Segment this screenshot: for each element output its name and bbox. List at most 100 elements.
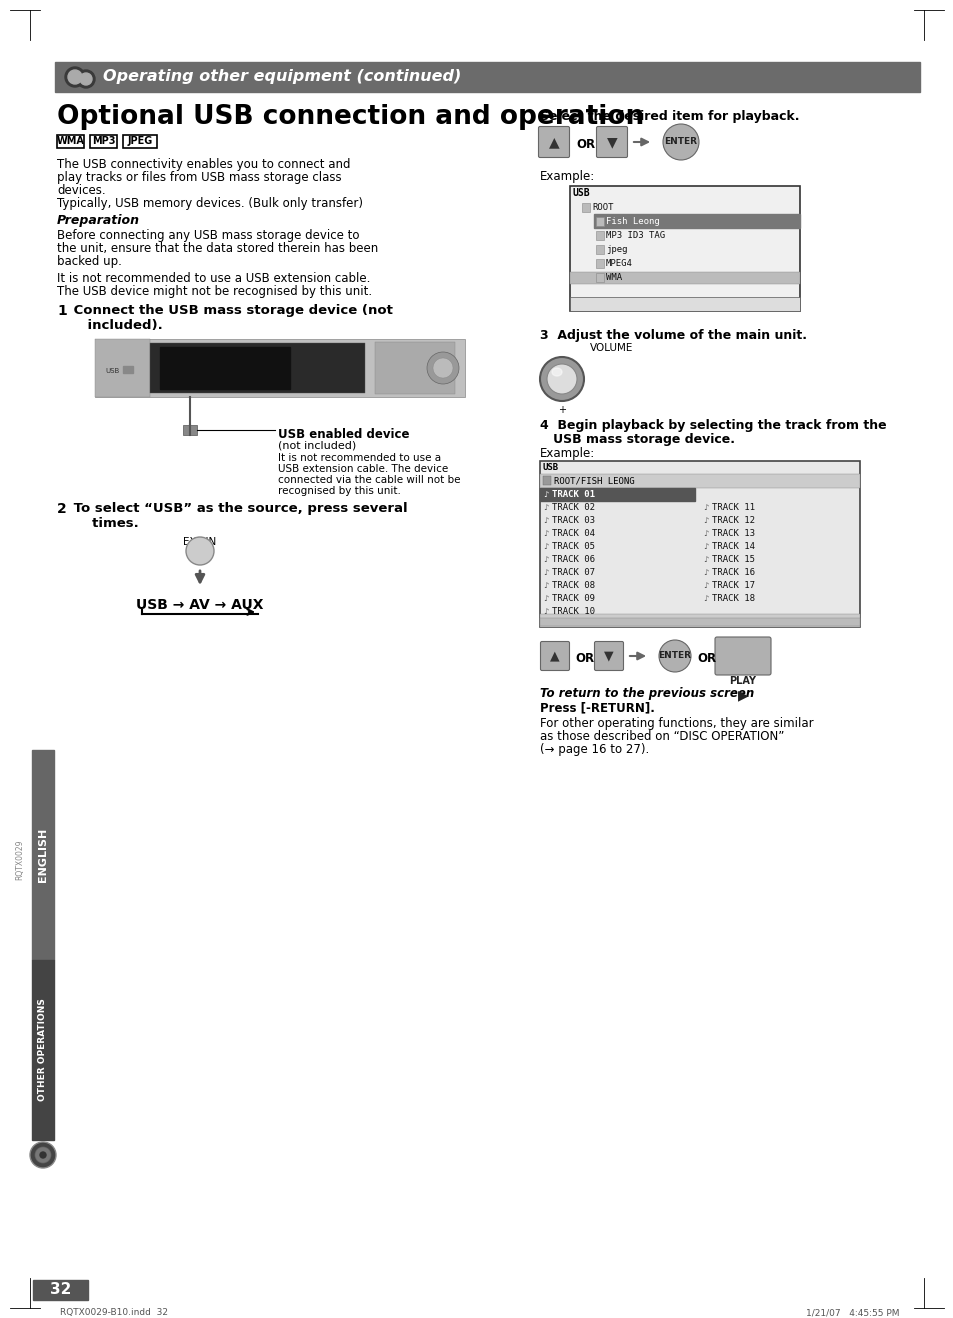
Bar [539,461,859,627]
Text: It is not recommended to use a: It is not recommended to use a [277,453,440,463]
Bar [95,339,464,397]
Circle shape [427,352,458,384]
Text: ♪: ♪ [542,581,548,590]
FancyBboxPatch shape [540,642,569,671]
Text: as those described on “DISC OPERATION”: as those described on “DISC OPERATION” [539,730,783,743]
Text: ♪: ♪ [542,555,548,564]
Bar [150,343,365,393]
FancyBboxPatch shape [714,637,770,675]
Text: (not included): (not included) [277,442,355,451]
Text: TRACK 04: TRACK 04 [552,529,595,538]
Bar [32,960,54,1140]
Bar [596,245,603,254]
Circle shape [65,67,85,87]
Bar [569,272,800,283]
Text: TRACK 17: TRACK 17 [711,581,754,590]
Bar [569,297,800,311]
Text: TRACK 13: TRACK 13 [711,529,754,538]
Text: MPEG4: MPEG4 [605,258,632,268]
Text: Optional USB connection and operation: Optional USB connection and operation [57,104,643,130]
Text: 2: 2 [57,502,67,517]
Text: JPEG: JPEG [128,137,152,146]
Text: backed up.: backed up. [57,254,122,268]
Bar [183,424,196,435]
Text: PLAY: PLAY [729,676,756,685]
Bar [539,488,695,501]
Text: OR: OR [575,651,594,664]
Circle shape [40,1152,46,1159]
Text: USB: USB [106,368,120,374]
Bar [596,273,603,282]
Text: RQTX0029: RQTX0029 [15,840,25,880]
Text: To select “USB” as the source, press several: To select “USB” as the source, press sev… [69,502,407,515]
Bar [375,341,455,394]
Text: USB mass storage device.: USB mass storage device. [539,434,734,445]
Circle shape [546,364,577,394]
Text: TRACK 08: TRACK 08 [552,581,595,590]
Circle shape [539,357,583,401]
Bar [95,339,150,397]
Text: ▲: ▲ [550,650,559,663]
Text: MP3 ID3 TAG: MP3 ID3 TAG [605,231,664,240]
Text: The USB device might not be recognised by this unit.: The USB device might not be recognised b… [57,285,372,298]
Text: TRACK 11: TRACK 11 [711,503,754,511]
Text: the unit, ensure that the data stored therein has been: the unit, ensure that the data stored th… [57,243,377,254]
Text: 3  Adjust the volume of the main unit.: 3 Adjust the volume of the main unit. [539,330,806,341]
Text: VOLUME: VOLUME [589,343,633,353]
Text: 32: 32 [50,1282,71,1297]
Text: WMA: WMA [605,273,621,282]
Text: It is not recommended to use a USB extension cable.: It is not recommended to use a USB exten… [57,272,370,285]
Circle shape [80,72,91,84]
Text: TRACK 02: TRACK 02 [552,503,595,511]
Text: Connect the USB mass storage device (not: Connect the USB mass storage device (not [69,304,393,318]
Text: ♪: ♪ [702,594,708,604]
Text: TRACK 14: TRACK 14 [711,542,754,551]
Text: Typically, USB memory devices. (Bulk only transfer): Typically, USB memory devices. (Bulk onl… [57,196,363,210]
Bar [539,474,859,488]
Text: TRACK 12: TRACK 12 [711,517,754,525]
Text: ♪: ♪ [702,529,708,538]
Text: 4  Begin playback by selecting the track from the: 4 Begin playback by selecting the track … [539,419,885,432]
Text: jpeg: jpeg [605,245,627,253]
Text: TRACK 15: TRACK 15 [711,555,754,564]
Bar [33,1280,88,1300]
Circle shape [30,1141,56,1168]
Bar [596,231,603,240]
Circle shape [77,70,95,88]
Text: recognised by this unit.: recognised by this unit. [277,486,400,496]
Text: ENTER: ENTER [664,137,697,146]
Text: ♪: ♪ [702,542,708,551]
Circle shape [68,70,82,84]
Text: TRACK 03: TRACK 03 [552,517,595,525]
Circle shape [186,536,213,565]
Circle shape [433,358,453,378]
Text: 1: 1 [57,304,67,318]
Bar [160,347,290,389]
Text: ♪: ♪ [542,542,548,551]
Text: ▼: ▼ [606,134,617,149]
Text: For other operating functions, they are similar: For other operating functions, they are … [539,717,813,730]
Bar [90,134,117,148]
Text: connected via the cable will not be: connected via the cable will not be [277,474,460,485]
Text: USB enabled device: USB enabled device [277,428,409,442]
Text: ♪: ♪ [542,517,548,525]
Text: ♪: ♪ [702,555,708,564]
Text: OR: OR [576,137,595,150]
Text: TRACK 05: TRACK 05 [552,542,595,551]
Text: Preparation: Preparation [57,214,140,227]
Text: To return to the previous screen: To return to the previous screen [539,687,754,700]
Text: USB → AV → AUX: USB → AV → AUX [136,598,263,612]
Bar [594,214,800,228]
Text: ROOT/FISH LEONG: ROOT/FISH LEONG [554,477,634,485]
Bar [596,217,603,225]
Text: OTHER OPERATIONS: OTHER OPERATIONS [38,999,48,1102]
Bar [123,134,157,148]
Text: TRACK 07: TRACK 07 [552,568,595,577]
Text: Fish Leong: Fish Leong [605,216,659,225]
FancyBboxPatch shape [596,127,627,157]
Text: TRACK 01: TRACK 01 [552,490,595,500]
Text: ♪: ♪ [542,594,548,604]
Text: 1/21/07   4:45:55 PM: 1/21/07 4:45:55 PM [805,1307,899,1317]
Text: Operating other equipment (continued): Operating other equipment (continued) [103,70,461,84]
Text: Before connecting any USB mass storage device to: Before connecting any USB mass storage d… [57,229,359,243]
